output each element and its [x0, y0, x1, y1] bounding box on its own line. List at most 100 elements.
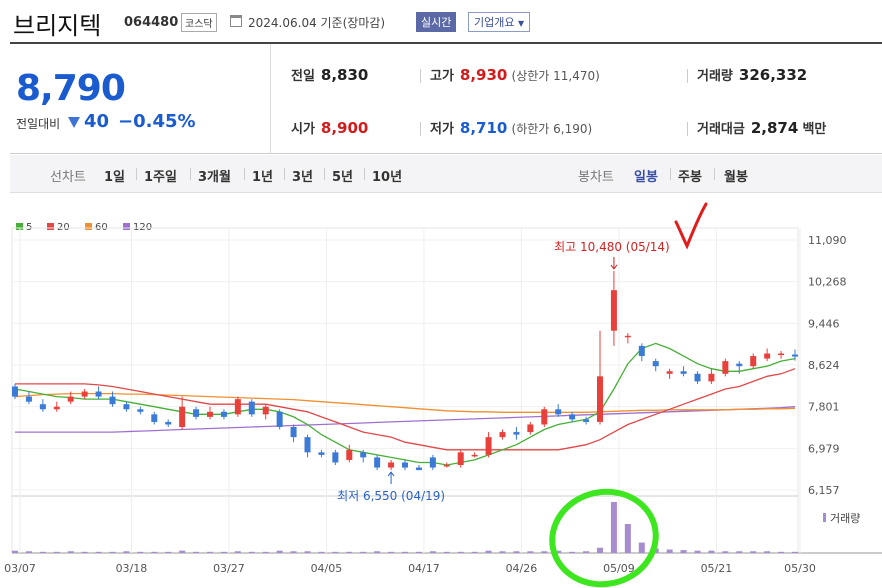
ma-line-20 [15, 368, 796, 451]
low-label: 저가 [430, 122, 454, 137]
volume-bar [207, 551, 213, 553]
calendar-icon [230, 15, 242, 27]
candle-body [165, 421, 172, 425]
volume-bar [778, 551, 785, 553]
tab-1w[interactable]: 1주일 [144, 170, 177, 185]
volume-bar [276, 550, 283, 553]
plot-frame [11, 227, 799, 554]
volume-bar [290, 551, 297, 553]
candle-body [12, 386, 18, 397]
tab-separator [284, 168, 285, 180]
candle-body [137, 409, 144, 412]
candle-body [778, 353, 785, 356]
tab-daily[interactable]: 일봉 [634, 170, 658, 185]
chart-svg: 5 20 60 12011,09010,2689,4468,6247,8016,979… [4, 202, 882, 588]
candle-body [207, 411, 213, 417]
volume-bar [137, 551, 144, 553]
volume-bar [415, 551, 422, 553]
volume-bar [680, 550, 687, 553]
prev-close: 전일 8,830 [291, 65, 368, 84]
tab-monthly[interactable]: 월봉 [724, 170, 748, 185]
ma-line-5 [14, 342, 796, 466]
candle-body [597, 376, 603, 422]
candle-body [220, 411, 227, 417]
low-annotation: 최저 6,550 (04/19) [337, 489, 445, 503]
ma-line-120 [15, 406, 796, 433]
candle-body [290, 427, 297, 438]
volume-bar [583, 551, 590, 553]
stock-code: 064480 [124, 15, 179, 30]
y-tick-label: 10,268 [808, 276, 847, 289]
volume-bar [722, 551, 729, 553]
candle-body [708, 373, 715, 382]
tab-3m[interactable]: 3개월 [198, 170, 231, 185]
tab-weekly[interactable]: 주봉 [678, 170, 702, 185]
tab-10y[interactable]: 10년 [372, 170, 403, 185]
volume-bar [764, 551, 771, 553]
realtime-button[interactable]: 실시간 [416, 12, 457, 32]
open-price: 시가 8,900 [291, 118, 368, 137]
x-tick-label: 05/09 [603, 562, 635, 575]
y-tick-label: 6,157 [808, 484, 840, 497]
y-tick-label: 9,446 [808, 317, 840, 330]
candle-body [443, 465, 450, 467]
tab-separator [364, 168, 365, 180]
volume-bar [555, 550, 562, 553]
volume-bar [165, 551, 172, 553]
candle-body [276, 411, 283, 428]
tab-1d[interactable]: 1일 [104, 170, 126, 185]
change-value: 40 [84, 111, 110, 132]
volume-bar [332, 551, 339, 553]
caret-down-icon: ▼ [517, 19, 525, 28]
volume-bar [39, 551, 46, 553]
corp-info-dropdown[interactable]: 기업개요 ▼ [468, 12, 531, 32]
candle-body [81, 391, 88, 397]
candle-body [179, 406, 186, 428]
candle-body [624, 335, 631, 338]
trade-amount: 거래대금 2,874 백만 [697, 118, 826, 137]
change-rate: −0.45% [118, 111, 196, 132]
corp-info-label: 기업개요 [474, 16, 515, 29]
tab-5y[interactable]: 5년 [332, 170, 354, 185]
volume-bar [541, 551, 548, 553]
volume-value: 326,332 [738, 66, 808, 84]
tab-3y[interactable]: 3년 [292, 170, 314, 185]
volume-bar [610, 502, 617, 553]
high-annotation: 최고 10,480 (05/14) [554, 240, 670, 254]
candle-body [151, 414, 158, 422]
volume-bar [513, 551, 520, 553]
candle-body [457, 452, 464, 466]
tab-1y[interactable]: 1년 [252, 170, 274, 185]
y-tick-label: 8,624 [808, 359, 840, 372]
line-chart-label: 선차트 [50, 170, 86, 185]
volume-bar [12, 550, 18, 553]
volume-bar [25, 551, 32, 553]
candle-body [638, 345, 645, 357]
x-tick-label: 05/21 [701, 562, 733, 575]
separator [687, 69, 688, 83]
y-tick-label: 7,801 [808, 401, 840, 414]
volume: 거래량 326,332 [697, 65, 807, 84]
candle-body [402, 462, 408, 468]
lower-limit: (하한가 6,190) [511, 122, 593, 136]
candle-chart-label: 봉차트 [578, 170, 614, 185]
volume-bar [429, 551, 436, 553]
x-tick-label: 04/05 [311, 562, 343, 575]
volume-bar [443, 551, 450, 553]
base-date: 2024.06.04 기준(장마감) [248, 16, 386, 30]
high-price: 고가 8,930 (상한가 11,470) [430, 65, 600, 84]
candle-body [53, 406, 60, 410]
legend-swatch-120 [123, 223, 130, 230]
volume-bar [457, 551, 464, 553]
candle-body [652, 361, 659, 367]
candle-body [499, 432, 506, 438]
candle-body [39, 404, 46, 410]
candle-body [485, 437, 492, 455]
legend-swatch-60 [85, 223, 92, 230]
legend-swatch-20 [47, 223, 54, 230]
chart-tabs: 선차트 1일 1주일 3개월 1년 3년 5년 10년 봉차트 일봉 주봉 월봉 [10, 155, 882, 193]
x-tick-label: 03/07 [4, 562, 36, 575]
current-price: 8,790 [16, 68, 126, 109]
candle-body [666, 371, 673, 374]
candle-body [318, 452, 325, 455]
